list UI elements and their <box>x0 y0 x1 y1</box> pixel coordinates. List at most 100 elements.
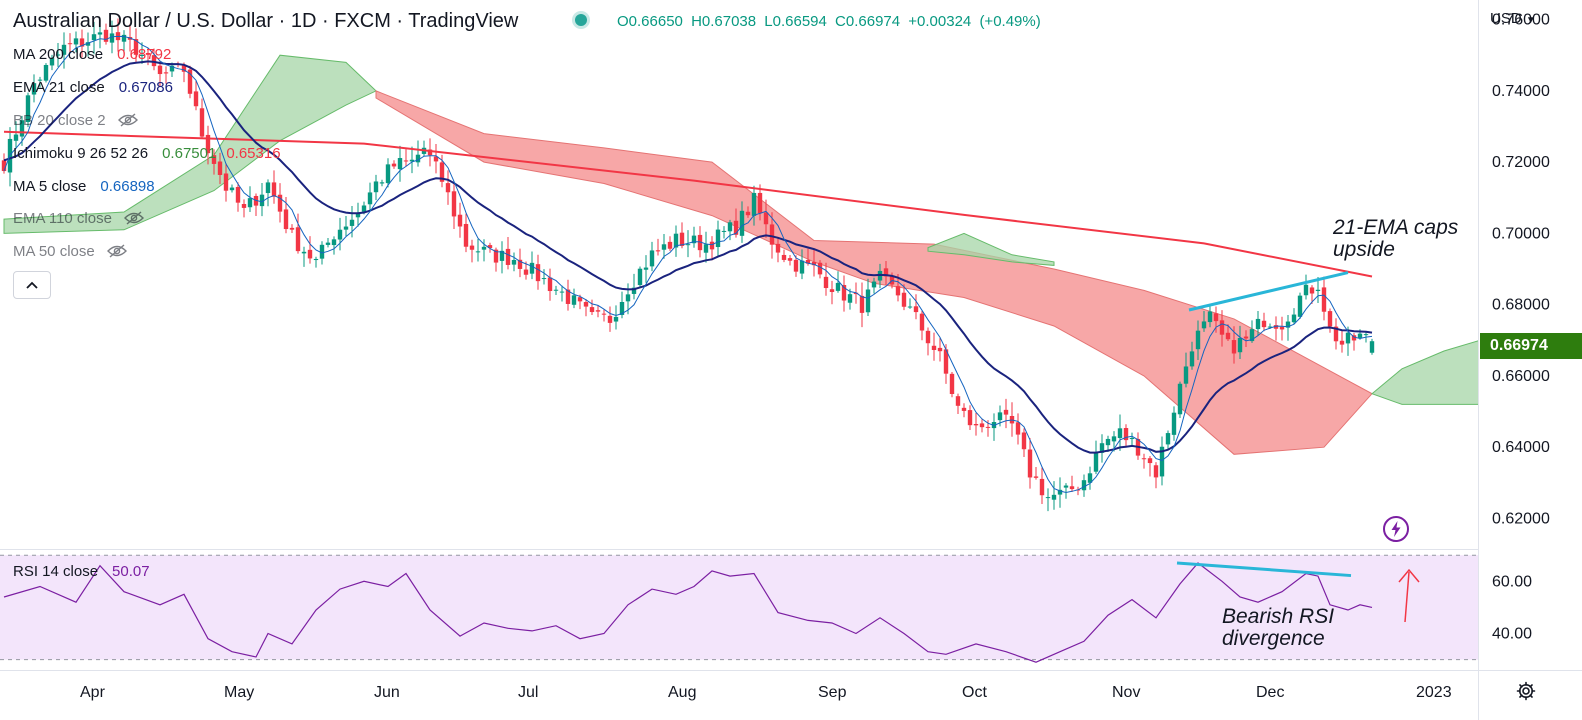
candle-body <box>385 164 391 184</box>
candle-body <box>829 289 835 292</box>
rsi-trendline[interactable] <box>1176 561 1352 578</box>
ema21-line <box>3 60 1373 454</box>
annotation-rsi-divergence[interactable]: Bearish RSI divergence <box>1222 606 1334 650</box>
candle-body <box>301 251 307 254</box>
candle-body <box>805 259 811 264</box>
ohlc-open: O0.66650 <box>617 13 683 30</box>
legend-ma5[interactable]: MA 5 close 0.66898 <box>13 178 155 195</box>
candle-body <box>703 244 709 253</box>
eye-off-icon[interactable] <box>123 211 144 225</box>
candle-body <box>1033 476 1039 478</box>
legend-ma200[interactable]: MA 200 close 0.68792 <box>13 46 171 63</box>
legend-rsi-value: 50.07 <box>112 563 150 580</box>
candle-body <box>997 412 1003 421</box>
legend-ma50[interactable]: MA 50 close <box>13 243 127 260</box>
candle-body <box>235 186 241 203</box>
candlestick-series <box>1 18 1375 512</box>
candle-body <box>289 227 295 230</box>
candle-body <box>25 95 31 123</box>
legend-ma200-name: MA 200 close <box>13 46 104 63</box>
candle-body <box>1279 326 1285 330</box>
candle-body <box>499 250 505 261</box>
legend-ma5-name: MA 5 close <box>13 178 87 195</box>
user-drawings[interactable] <box>1176 271 1420 623</box>
candle-body <box>331 239 337 246</box>
candle-body <box>1153 465 1159 478</box>
price-trendline[interactable] <box>1188 271 1349 312</box>
candle-body <box>1027 449 1033 478</box>
candle-body <box>31 83 37 95</box>
candle-body <box>217 161 223 175</box>
ohlc-change: +0.00324 <box>908 13 972 30</box>
candle-body <box>715 229 721 248</box>
candle-body <box>895 286 901 296</box>
candle-body <box>937 347 943 352</box>
candle-body <box>91 34 97 41</box>
candle-body <box>415 154 421 163</box>
candle-body <box>871 281 877 288</box>
candle-body <box>613 316 619 322</box>
candle-body <box>1087 473 1093 483</box>
candle-body <box>169 65 175 72</box>
rsi-tick-label: 60.00 <box>1492 573 1532 590</box>
ohlc-readout: O0.66650 H0.67038 L0.66594 C0.66974 +0.0… <box>617 13 1045 30</box>
candle-body <box>973 424 979 426</box>
legend-rsi[interactable]: RSI 14 close 50.07 <box>13 563 150 580</box>
eye-off-icon[interactable] <box>117 113 138 127</box>
legend-ema21-name: EMA 21 close <box>13 79 105 96</box>
candle-body <box>259 194 265 207</box>
candle-body <box>655 250 661 252</box>
candle-body <box>559 291 565 293</box>
legend-ema21-value: 0.67086 <box>118 79 173 96</box>
candle-body <box>1069 486 1075 490</box>
candle-body <box>445 183 451 193</box>
candle-body <box>985 426 991 428</box>
candle-body <box>55 54 61 56</box>
time-tick-label: Dec <box>1256 684 1284 701</box>
candle-body <box>823 276 829 289</box>
collapse-legend-button[interactable] <box>13 271 51 299</box>
candle-body <box>601 313 607 315</box>
legend-ema110[interactable]: EMA 110 close <box>13 210 144 227</box>
candle-body <box>1057 489 1063 495</box>
candle-body <box>775 243 781 253</box>
cloud-bull-span <box>3 54 377 234</box>
annotation-ema-caps[interactable]: 21-EMA caps upside <box>1333 217 1458 261</box>
candle-body <box>625 294 631 302</box>
candle-body <box>373 181 379 193</box>
candle-body <box>943 349 949 374</box>
candle-body <box>1105 438 1111 446</box>
candle-body <box>157 65 163 75</box>
legend-ichimoku[interactable]: Ichimoku 9 26 52 26 0.67501 0.65316 <box>13 145 281 162</box>
cloud-bull-span <box>1371 340 1478 405</box>
candle-body <box>13 134 19 141</box>
candle-body <box>1051 494 1057 500</box>
candle-body <box>343 226 349 230</box>
candle-body <box>721 230 727 232</box>
candle-body <box>709 241 715 250</box>
candle-body <box>1147 458 1153 464</box>
candle-body <box>1 160 7 172</box>
candle-body <box>697 234 703 251</box>
legend-rsi-name: RSI 14 close <box>13 563 99 580</box>
candle-body <box>43 64 49 81</box>
candle-body <box>1297 295 1303 317</box>
gear-icon[interactable] <box>1516 681 1536 701</box>
legend-bb20[interactable]: BB 20 close 2 <box>13 112 138 129</box>
up-arrow-head[interactable] <box>1398 568 1420 583</box>
candle-body <box>811 261 817 266</box>
legend-ema21[interactable]: EMA 21 close 0.67086 <box>13 79 173 96</box>
symbol-title[interactable]: Australian Dollar / U.S. Dollar · 1D · F… <box>13 10 519 32</box>
candle-body <box>133 39 139 55</box>
candle-body <box>523 269 529 275</box>
candle-body <box>433 156 439 162</box>
candle-body <box>817 262 823 275</box>
eye-off-icon[interactable] <box>106 244 127 258</box>
candle-body <box>679 232 685 246</box>
bolt-icon[interactable] <box>1382 515 1410 543</box>
time-tick-label: Sep <box>818 684 847 701</box>
currency-selector[interactable]: USD ▼ <box>1490 10 1536 27</box>
up-arrow-shaft[interactable] <box>1404 571 1410 623</box>
candle-body <box>49 57 55 66</box>
